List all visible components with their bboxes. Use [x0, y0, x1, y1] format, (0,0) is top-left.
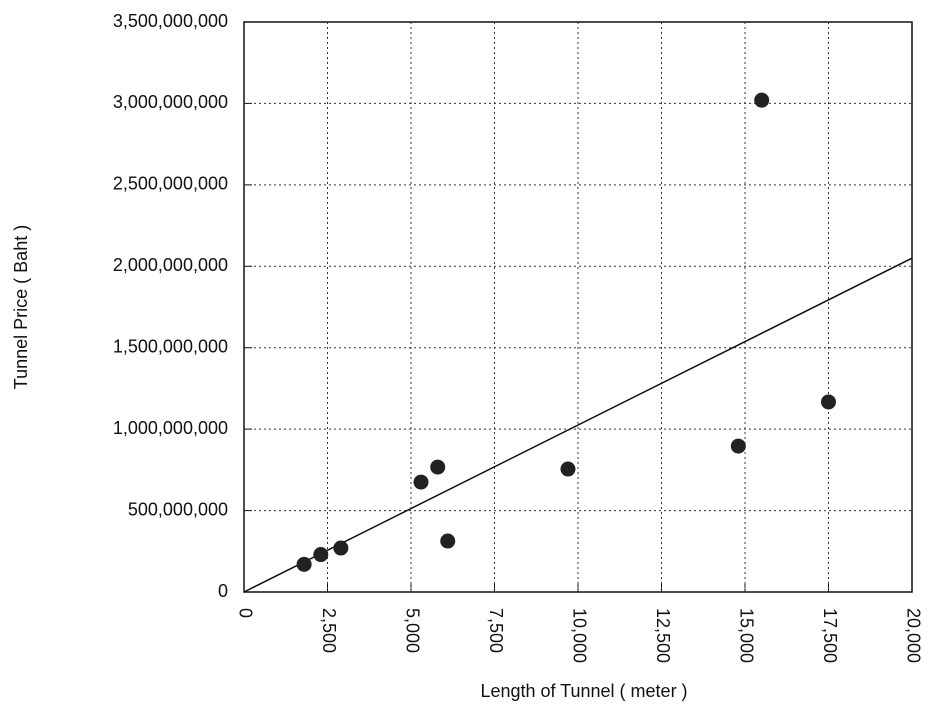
x-tick-label: 17,500: [820, 608, 840, 663]
y-tick-label: 3,000,000,000: [113, 92, 228, 112]
x-tick-label: 12,500: [653, 608, 673, 663]
x-tick-label: 20,000: [903, 608, 923, 663]
data-point: [313, 547, 329, 563]
data-point: [296, 556, 312, 572]
data-point: [730, 438, 746, 454]
data-point: [333, 540, 349, 556]
y-axis-label: Tunnel Price ( Baht ): [11, 225, 31, 389]
data-point: [754, 92, 770, 108]
x-tick-label: 5,000: [402, 608, 422, 653]
y-tick-label: 0: [218, 581, 228, 601]
y-tick-label: 1,500,000,000: [113, 336, 228, 356]
data-point: [821, 394, 836, 410]
data-point: [440, 533, 456, 549]
y-tick-label: 2,500,000,000: [113, 174, 228, 194]
x-tick-label: 7,500: [486, 608, 506, 653]
x-tick-label: 2,500: [319, 608, 339, 653]
y-tick-label: 3,500,000,000: [113, 11, 228, 31]
y-tick-label: 1,000,000,000: [113, 418, 228, 438]
y-tick-label: 2,000,000,000: [113, 255, 228, 275]
data-point: [560, 461, 576, 477]
x-tick-label: 15,000: [736, 608, 756, 663]
data-point: [413, 474, 429, 490]
x-axis-label: Length of Tunnel ( meter ): [480, 681, 687, 701]
x-tick-label: 0: [235, 608, 255, 618]
data-point: [430, 459, 446, 475]
y-tick-label: 500,000,000: [128, 499, 228, 519]
trend-line: [243, 257, 913, 593]
x-tick-label: 10,000: [569, 608, 589, 663]
